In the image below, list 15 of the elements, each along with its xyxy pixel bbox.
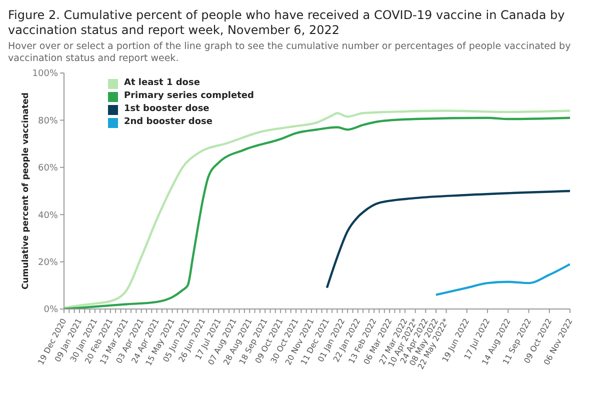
chart-subtitle: Hover over or select a portion of the line graph to see the cumulative number or percentages of people vaccinated by vaccination status and report week. xyxy=(8,41,572,65)
legend-label: 1st booster dose xyxy=(124,103,210,116)
legend-label: Primary series completed xyxy=(124,90,254,103)
chart-title: Figure 2. Cumulative percent of people who have received a COVID-19 vaccine in Canada by vaccination status and report week, November 6, 2022 xyxy=(8,8,566,38)
y-tick-label: 100% xyxy=(32,69,58,80)
line-series xyxy=(434,263,570,296)
line-series xyxy=(326,190,570,289)
y-tick-label: 20% xyxy=(38,258,58,268)
y-tick-label: 60% xyxy=(38,164,58,174)
y-tick-label: 0% xyxy=(44,305,58,316)
y-tick-label: 80% xyxy=(38,116,58,126)
y-tick-label: 40% xyxy=(38,210,58,221)
legend-label: At least 1 dose xyxy=(124,77,200,90)
y-axis-title: Cumulative percent of people vaccinated xyxy=(21,92,32,290)
legend-label: 2nd booster dose xyxy=(124,116,212,129)
